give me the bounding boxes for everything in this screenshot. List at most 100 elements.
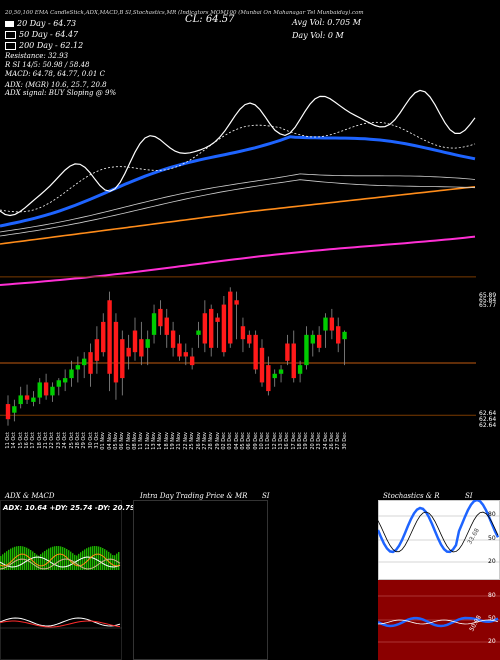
date-axis-label: 18 Oct — [36, 432, 43, 449]
candle-body — [113, 321, 119, 383]
date-axis-label: 23 Dec — [316, 432, 323, 450]
candle-body — [145, 339, 150, 348]
date-axis-label: 01 Nov — [100, 432, 107, 450]
adx-bar — [80, 552, 82, 570]
candle-body — [278, 369, 284, 374]
price-axis-upper-2: 65.84 — [479, 297, 497, 304]
adx-bar — [96, 546, 98, 570]
date-axis-label: 07 Nov — [125, 432, 132, 450]
adx-bar — [36, 554, 38, 570]
date-axis-label: 14 Oct — [11, 432, 18, 449]
adx-bar — [30, 550, 32, 570]
rsi-signal-line — [378, 619, 499, 625]
adx-bar — [94, 546, 96, 570]
candle-body — [323, 317, 328, 331]
candle-body — [189, 356, 195, 366]
adx-panel-title: ADX & MACD — [5, 492, 55, 500]
candle-body — [177, 343, 182, 357]
date-axis-label: 17 Dec — [290, 432, 297, 450]
candle-body — [202, 313, 208, 344]
candle-body — [164, 317, 169, 335]
adx-bar — [104, 549, 106, 570]
adx-panel-bg — [0, 500, 122, 660]
candle-body — [120, 339, 125, 379]
date-axis-label: 24 Dec — [322, 432, 329, 450]
adx-bar — [2, 554, 4, 570]
date-axis-label: 27 Nov — [201, 432, 208, 450]
adx-bar — [24, 546, 26, 570]
adx-bar — [20, 546, 22, 570]
adx-bar — [40, 554, 42, 570]
date-axis-label: 14 Nov — [157, 432, 164, 450]
adx-bar — [50, 547, 52, 570]
adx-bar — [58, 546, 60, 570]
rsi-line — [378, 616, 499, 628]
adx-bar — [6, 551, 8, 570]
date-axis-label: 29 Oct — [81, 432, 88, 449]
date-axis-label: 26 Nov — [195, 432, 202, 450]
date-axis-label: 06 Dec — [246, 432, 253, 450]
candle-body — [101, 321, 106, 353]
price-axis-lower-3: 62.64 — [479, 422, 497, 429]
candle-body — [12, 406, 17, 413]
candle-body — [336, 326, 341, 344]
candle-body — [329, 317, 335, 331]
ema-band-lower — [0, 179, 476, 237]
date-axis-label: 16 Dec — [284, 432, 291, 450]
adx-bar — [88, 547, 90, 570]
candle-body — [215, 317, 220, 322]
date-axis-label: 03 Dec — [227, 432, 234, 450]
adx-bar — [10, 548, 12, 570]
ema200-legend-label: 200 Day - 62.12 — [19, 41, 84, 50]
price-axis-upper-1: 65.89 — [479, 292, 497, 299]
candle-body — [297, 365, 303, 374]
candle-body — [228, 291, 233, 344]
date-axis-label: 11 Nov — [138, 432, 145, 450]
avg-volume-label: Avg Vol: 0.705 M — [292, 18, 361, 27]
candle-body — [196, 330, 201, 335]
stoch-level-20: 20 — [488, 558, 496, 565]
intra-panel-si: SI — [262, 492, 270, 500]
stoch-level-80: 80 — [488, 511, 496, 518]
ema200-line — [0, 235, 476, 286]
adx-values-label: ADX: 10.64 +DY: 25.74 -DY: 20.79 — [3, 504, 135, 512]
candle-body — [304, 334, 309, 366]
ema50-legend-label: 50 Day - 64.47 — [19, 30, 79, 39]
adx-bar — [84, 549, 86, 570]
adx-bar — [118, 552, 120, 570]
price-trace-line — [0, 89, 476, 217]
candle-body — [18, 395, 23, 405]
date-axis-label: 18 Nov — [163, 432, 170, 450]
date-axis-label: 30 Oct — [87, 432, 94, 449]
ema20-swatch — [5, 21, 14, 27]
date-axis-label: 28 Oct — [74, 432, 81, 449]
adx-bar — [98, 546, 100, 570]
date-axis-label: 26 Dec — [328, 432, 335, 450]
candle-body — [247, 334, 252, 344]
adx-bar — [22, 546, 24, 570]
date-axis-label: 30 Dec — [341, 432, 348, 450]
adx-bar — [42, 552, 44, 570]
day-volume-label: Day Vol: 0 M — [292, 31, 344, 40]
macd-line — [0, 617, 121, 627]
date-axis-label: 02 Dec — [220, 432, 227, 450]
candle-body — [37, 382, 42, 398]
ema100-line — [0, 186, 476, 245]
resistance-label: Resistance: 32.93 — [5, 52, 69, 60]
candle-body — [69, 369, 74, 379]
rsi-panel — [378, 580, 500, 660]
adx-bar — [78, 553, 80, 570]
adx-bar — [68, 550, 70, 570]
ema20-legend-label: 20 Day - 64.73 — [17, 19, 77, 28]
stoch-panel-si: SI — [465, 492, 473, 500]
adx-bar — [18, 546, 20, 570]
adx-bar — [54, 546, 56, 570]
rsi-level-20: 20 — [488, 638, 496, 645]
date-axis-label: 25 Oct — [68, 432, 75, 449]
adx-bar — [116, 553, 118, 570]
adx-line — [0, 556, 121, 568]
date-axis-label: 12 Nov — [144, 432, 151, 450]
date-axis-label: 28 Nov — [208, 432, 215, 450]
candle-body — [24, 395, 30, 400]
adx-label: ADX: (MGR) 10.6, 25.7, 20.8 — [5, 81, 107, 89]
